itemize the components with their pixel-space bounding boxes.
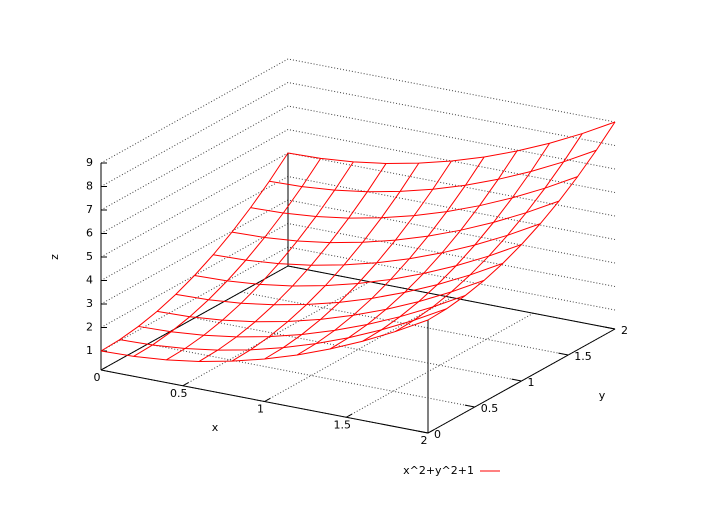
z-tick-label: 6 [86, 227, 93, 240]
mesh-line [269, 149, 597, 193]
grid-line [100, 175, 616, 281]
grid-line [100, 128, 616, 234]
z-tick-label: 8 [86, 180, 93, 193]
z-tick-label: 9 [86, 156, 93, 169]
grid-line [100, 105, 616, 211]
z-tick-label: 5 [86, 250, 93, 263]
grid-line [100, 199, 616, 305]
mesh-line [194, 244, 522, 287]
tick-mark [511, 378, 522, 382]
mesh-line [287, 121, 616, 164]
tick-mark [464, 404, 475, 408]
legend-label: x^2+y^2+1 [403, 464, 474, 477]
mesh-line [157, 279, 485, 323]
z-tick-label: 3 [86, 297, 93, 310]
tick-mark [264, 397, 271, 402]
grid-line [100, 58, 616, 164]
base-edge [287, 265, 616, 330]
tick-mark [346, 413, 353, 418]
y-axis [427, 328, 616, 434]
x-tick-label: 1.5 [334, 418, 352, 431]
y-tick-label: 1 [528, 376, 535, 389]
z-tick-label: 4 [86, 274, 93, 287]
mesh-line [100, 319, 429, 362]
mesh-line [138, 294, 466, 338]
tick-mark [558, 352, 569, 356]
x-axis-label: x [212, 421, 219, 434]
grid-line [100, 81, 616, 187]
mesh-line [175, 262, 503, 306]
y-tick-label: 0.5 [481, 402, 499, 415]
y-tick-label: 0 [434, 428, 441, 441]
x-tick-label: 0.5 [170, 387, 188, 400]
z-axis-label: z [48, 254, 61, 260]
grid-line [100, 222, 616, 328]
mesh-line [250, 176, 578, 219]
y-tick-label: 1.5 [574, 350, 592, 363]
base-edge [100, 265, 289, 371]
mesh-line [213, 223, 541, 266]
x-tick-label: 2 [421, 434, 428, 447]
grid-line [241, 291, 569, 356]
mesh-line [198, 163, 387, 362]
grid-line [147, 343, 475, 408]
tick-mark [182, 382, 189, 387]
y-tick-label: 2 [621, 324, 628, 337]
x-tick-label: 1 [257, 403, 264, 416]
x-axis [100, 369, 429, 434]
x-tick-label: 0 [94, 371, 101, 384]
z-tick-label: 1 [86, 344, 93, 357]
mesh-line [231, 200, 560, 244]
z-tick-label: 2 [86, 321, 93, 334]
y-axis-label: y [599, 389, 606, 402]
z-tick-label: 7 [86, 203, 93, 216]
mesh-line [119, 308, 447, 351]
